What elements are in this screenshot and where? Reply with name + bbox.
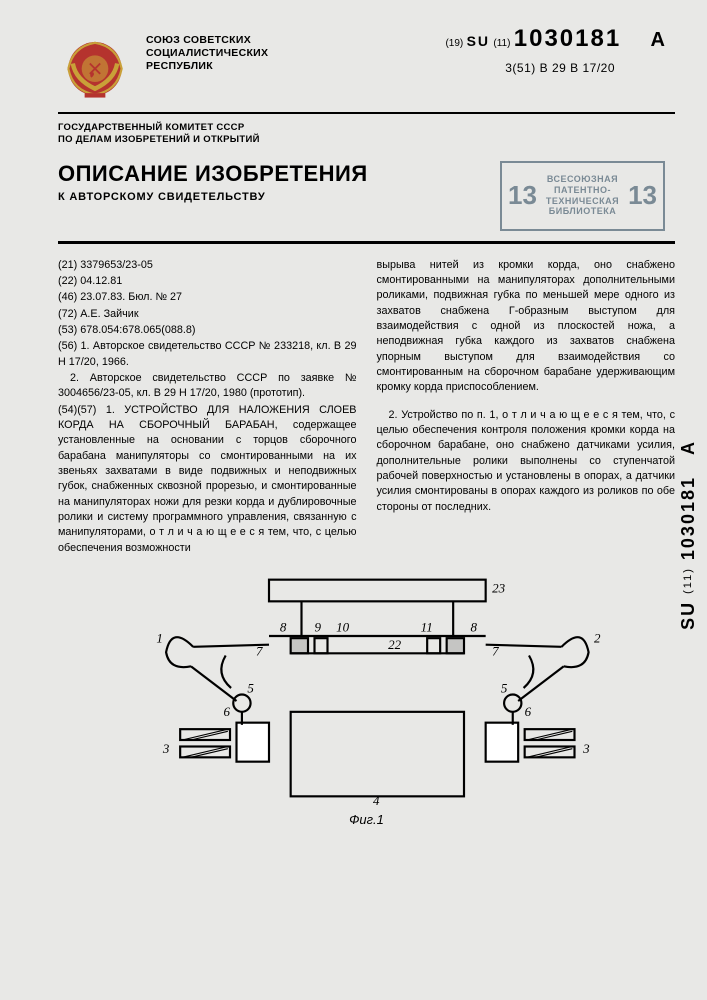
svg-text:5: 5 bbox=[501, 680, 508, 695]
main-title: ОПИСАНИЕ ИЗОБРЕТЕНИЯ bbox=[58, 161, 368, 187]
side-publication-code: SU (11) 1030181 A bbox=[678, 440, 699, 630]
svg-text:11: 11 bbox=[421, 620, 433, 635]
svg-text:3: 3 bbox=[582, 741, 590, 756]
field-21: (21) 3379653/23-05 bbox=[58, 258, 357, 273]
rule-heavy bbox=[58, 241, 675, 244]
library-stamp: 13 ВСЕСОЮЗНАЯ ПАТЕНТНО- ТЕХНИЧЕСКАЯ БИБЛ… bbox=[500, 161, 665, 231]
left-column: (21) 3379653/23-05 (22) 04.12.81 (46) 23… bbox=[58, 258, 357, 557]
body-columns: (21) 3379653/23-05 (22) 04.12.81 (46) 23… bbox=[58, 258, 675, 557]
svg-text:7: 7 bbox=[492, 643, 499, 658]
svg-text:8: 8 bbox=[471, 620, 478, 635]
svg-text:10: 10 bbox=[336, 620, 350, 635]
svg-text:2: 2 bbox=[594, 630, 601, 645]
field-72: (72) А.Е. Зайчик bbox=[58, 307, 357, 322]
ipc-class: 3(51) В 29 В 17/20 bbox=[146, 61, 615, 75]
svg-text:6: 6 bbox=[224, 704, 231, 719]
figure-caption: Фиг.1 bbox=[349, 812, 384, 827]
svg-text:9: 9 bbox=[315, 620, 322, 635]
committee: ГОСУДАРСТВЕННЫЙ КОМИТЕТ СССР ПО ДЕЛАМ ИЗ… bbox=[58, 122, 675, 147]
svg-text:1: 1 bbox=[156, 630, 163, 645]
patent-page: СОЮЗ СОВЕТСКИХ СОЦИАЛИСТИЧЕСКИХ РЕСПУБЛИ… bbox=[0, 0, 707, 1000]
field-56-2: 2. Авторское свидетельство СССР по заявк… bbox=[58, 371, 357, 402]
field-22: (22) 04.12.81 bbox=[58, 274, 357, 289]
ussr-emblem bbox=[58, 28, 132, 102]
field-46: (46) 23.07.83. Бюл. № 27 bbox=[58, 290, 357, 305]
title-block: ОПИСАНИЕ ИЗОБРЕТЕНИЯ К АВТОРСКОМУ СВИДЕТ… bbox=[58, 161, 368, 203]
field-53: (53) 678.054:678.065(088.8) bbox=[58, 323, 357, 338]
svg-text:3: 3 bbox=[162, 741, 170, 756]
svg-text:6: 6 bbox=[525, 704, 532, 719]
claim-1: (54)(57) 1. УСТРОЙСТВО ДЛЯ НАЛОЖЕНИЯ СЛО… bbox=[58, 403, 357, 556]
svg-text:4: 4 bbox=[373, 793, 380, 808]
header-text: СОЮЗ СОВЕТСКИХ СОЦИАЛИСТИЧЕСКИХ РЕСПУБЛИ… bbox=[146, 28, 675, 75]
svg-text:23: 23 bbox=[492, 581, 506, 596]
svg-text:22: 22 bbox=[388, 637, 402, 652]
svg-text:8: 8 bbox=[280, 620, 287, 635]
claim-1-cont: вырыва нитей из кромки корда, оно снабже… bbox=[377, 258, 676, 396]
title-row: ОПИСАНИЕ ИЗОБРЕТЕНИЯ К АВТОРСКОМУ СВИДЕТ… bbox=[58, 161, 675, 231]
rule-top bbox=[58, 112, 675, 114]
header: СОЮЗ СОВЕТСКИХ СОЦИАЛИСТИЧЕСКИХ РЕСПУБЛИ… bbox=[58, 28, 675, 102]
figure-1: 1 2 3 3 4 5 5 6 6 7 7 8 8 9 10 11 22 23 … bbox=[58, 571, 675, 831]
right-column: вырыва нитей из кромки корда, оно снабже… bbox=[377, 258, 676, 557]
claim-2: 2. Устройство по п. 1, о т л и ч а ю щ е… bbox=[377, 408, 676, 515]
sub-title: К АВТОРСКОМУ СВИДЕТЕЛЬСТВУ bbox=[58, 191, 368, 203]
field-56-1: (56) 1. Авторское свидетельство СССР № 2… bbox=[58, 339, 357, 370]
svg-text:7: 7 bbox=[256, 643, 263, 658]
svg-text:5: 5 bbox=[247, 680, 254, 695]
